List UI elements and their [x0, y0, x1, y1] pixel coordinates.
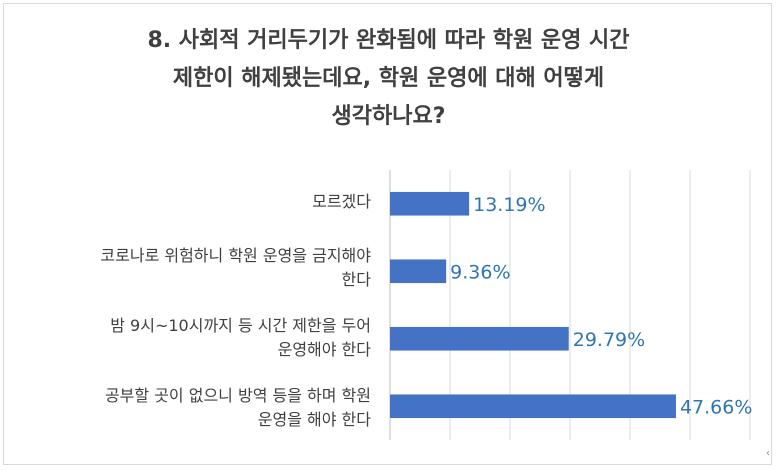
category-label-4-line-1: 공부할 곳이 없으니 방역 등을 하며 학원 — [104, 386, 371, 405]
data-label-4: 47.66% — [680, 396, 752, 418]
bar-2 — [390, 259, 447, 284]
bar-4 — [390, 394, 676, 419]
category-label-3: 밤 9시~10시까지 등 시간 제한을 두어 운영해야 한다 — [1, 314, 371, 362]
category-label-1: 모르겠다 — [1, 190, 371, 214]
category-label-3-line-2: 운영해야 한다 — [277, 340, 371, 359]
chart-frame — [3, 3, 772, 465]
category-label-4-line-2: 운영을 해야 한다 — [257, 410, 371, 429]
category-label-4: 공부할 곳이 없으니 방역 등을 하며 학원 운영을 해야 한다 — [1, 384, 371, 432]
category-label-1-line-1: 모르겠다 — [312, 192, 371, 211]
chart-title-line-2: 제한이 해제됐는데요, 학원 운영에 대해 어떻게 — [172, 66, 605, 91]
data-label-3: 29.79% — [573, 329, 645, 351]
chart-title-line-3: 생각하나요? — [331, 104, 446, 129]
bar-3 — [390, 326, 569, 351]
data-label-1: 13.19% — [473, 194, 545, 216]
chevron-left-icon: ‹ — [766, 448, 770, 459]
category-label-3-line-1: 밤 9시~10시까지 등 시간 제한을 두어 — [110, 316, 371, 335]
chart-title-line-1: 8. 사회적 거리두기가 완화됨에 따라 학원 운영 시간 — [147, 28, 630, 53]
bar-1 — [390, 191, 470, 216]
category-label-2-line-2: 한다 — [341, 270, 371, 289]
category-label-2: 코로나로 위험하니 학원 운영을 금지해야 한다 — [1, 244, 371, 292]
data-label-2: 9.36% — [450, 261, 510, 283]
category-label-2-line-1: 코로나로 위험하니 학원 운영을 금지해야 — [100, 246, 371, 265]
chart-title: 8. 사회적 거리두기가 완화됨에 따라 학원 운영 시간 제한이 해제됐는데요… — [0, 22, 777, 136]
